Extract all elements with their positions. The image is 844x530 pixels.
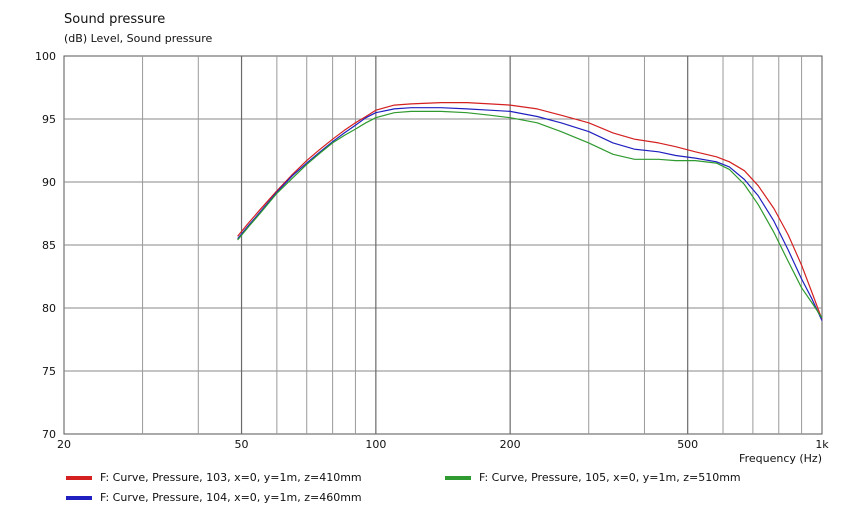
grid-layer	[63, 55, 823, 435]
y-tick-label: 85	[42, 239, 56, 252]
legend-label: F: Curve, Pressure, 104, x=0, y=1m, z=46…	[100, 491, 362, 504]
x-tick-label: 1k	[815, 438, 829, 451]
series-line-2	[237, 107, 823, 321]
y-tick-label: 70	[42, 428, 56, 441]
y-tick-label: 100	[35, 50, 56, 63]
series-line-1	[237, 102, 823, 320]
legend-item-1: F: Curve, Pressure, 103, x=0, y=1m, z=41…	[66, 471, 362, 484]
tick-label-layer: 70 75 80 85 90 95 100 20 50 100 200 500 1k	[35, 50, 829, 451]
legend-label: F: Curve, Pressure, 103, x=0, y=1m, z=41…	[100, 471, 362, 484]
legend-item-2: F: Curve, Pressure, 104, x=0, y=1m, z=46…	[66, 491, 362, 504]
legend-item-3: F: Curve, Pressure, 105, x=0, y=1m, z=51…	[445, 471, 741, 484]
x-tick-label: 100	[365, 438, 386, 451]
y-tick-label: 95	[42, 113, 56, 126]
x-axis-label: Frequency (Hz)	[739, 452, 822, 465]
x-tick-label: 200	[500, 438, 521, 451]
chart-title: Sound pressure	[64, 12, 166, 27]
x-tick-label: 20	[57, 438, 71, 451]
y-axis-label: (dB) Level, Sound pressure	[64, 32, 213, 45]
series-layer	[237, 102, 823, 321]
legend-swatch	[66, 475, 92, 480]
legend-swatch	[445, 475, 471, 480]
series-line-3	[237, 110, 823, 319]
y-tick-label: 90	[42, 176, 56, 189]
x-tick-label: 500	[677, 438, 698, 451]
legend-swatch	[66, 495, 92, 500]
y-tick-label: 80	[42, 302, 56, 315]
x-tick-label: 50	[235, 438, 249, 451]
y-tick-label: 75	[42, 365, 56, 378]
legend-label: F: Curve, Pressure, 105, x=0, y=1m, z=51…	[479, 471, 741, 484]
